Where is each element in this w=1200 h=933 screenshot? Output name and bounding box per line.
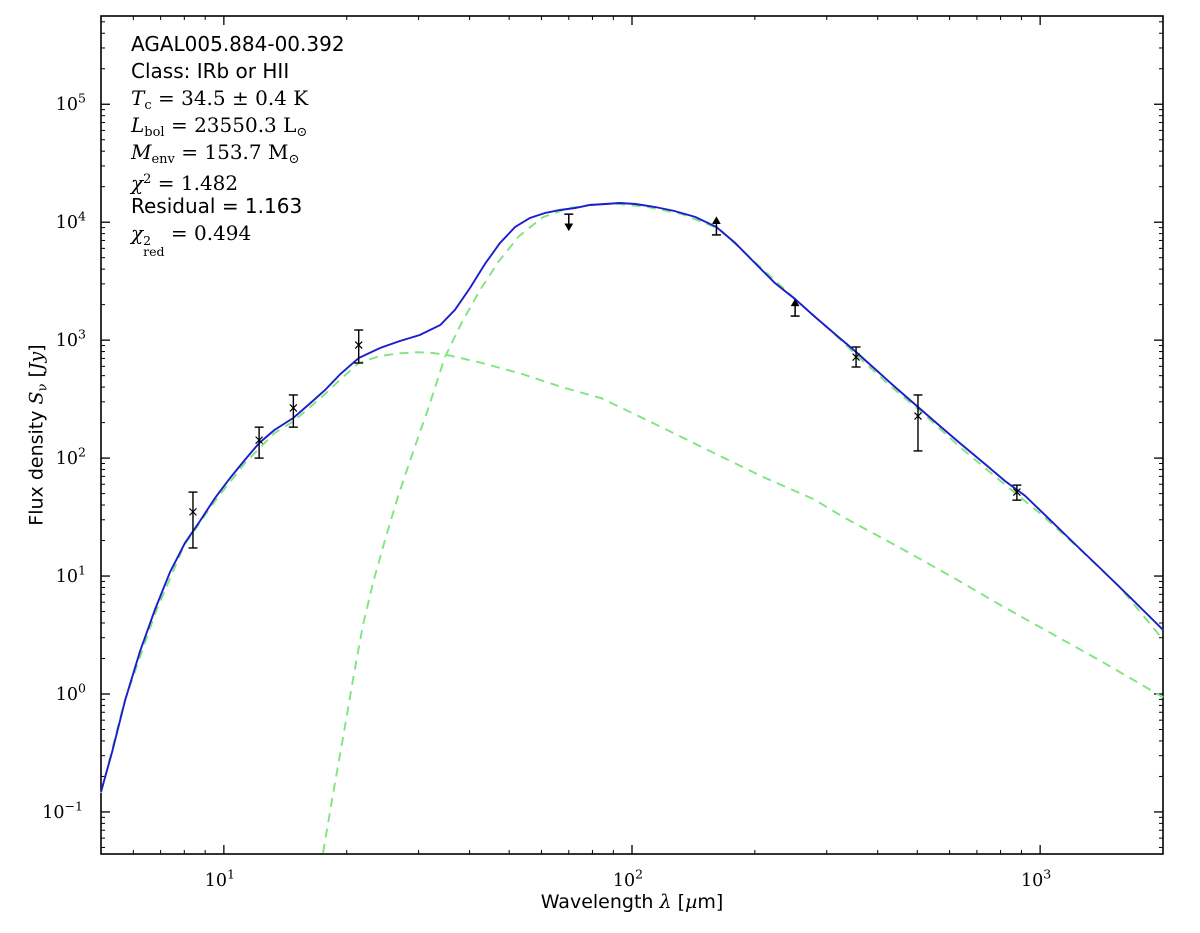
x-axis-label: Wavelength λ [µm] <box>101 891 1163 913</box>
cold-component-curve <box>322 202 1164 853</box>
text-token: Class: IRb or HII <box>131 59 290 83</box>
text-token: Flux density <box>25 404 48 526</box>
data-point <box>288 394 298 428</box>
svg-text:103: 103 <box>56 327 86 352</box>
data-point <box>851 346 861 368</box>
text-token: [ <box>671 891 685 913</box>
data-point <box>913 394 923 452</box>
model-curves <box>100 202 1164 853</box>
text-token: λ <box>659 891 672 913</box>
annotation-line: Residual = 1.163 <box>131 193 345 220</box>
axis-ticks <box>101 16 1163 854</box>
annotation-line: Tc = 34.5 ± 0.4 K <box>131 85 345 113</box>
warm-component-curve <box>100 351 1164 794</box>
annotation-line: Menv = 153.7 M⊙ <box>131 139 345 167</box>
data-point <box>354 329 364 364</box>
text-token: = 23550.3 L <box>164 113 297 137</box>
text-token: = 34.5 ± 0.4 K <box>151 86 309 110</box>
text-token: Residual = 1.163 <box>131 194 303 218</box>
text-token: = 1.482 <box>151 171 239 195</box>
text-token: χ <box>131 171 144 195</box>
svg-text:10−1: 10−1 <box>42 798 83 823</box>
data-point <box>254 426 264 459</box>
text-token: M <box>131 140 152 164</box>
text-token: c <box>144 98 152 113</box>
annotation-line: χ2 = 1.482 <box>131 166 345 195</box>
text-token: ⊙ <box>288 152 300 167</box>
text-token: ν <box>35 383 51 392</box>
tick-labels: 101 102 103 10−1 100 101 102 103 104 105 <box>42 91 1051 891</box>
text-token: m] <box>697 891 724 913</box>
svg-text:101: 101 <box>56 563 86 588</box>
annotation-line: AGAL005.884-00.392 <box>131 31 345 58</box>
annotation-line: Lbol = 23550.3 L⊙ <box>131 112 345 140</box>
text-token: L <box>131 113 145 137</box>
text-token: µ <box>684 891 698 913</box>
limit-arrows <box>564 213 800 317</box>
annotation-line: χ 2 red = 0.494 <box>131 220 345 258</box>
text-token: χ <box>131 221 144 245</box>
text-token: ] <box>25 344 48 352</box>
total-fit-curve <box>100 202 1164 793</box>
text-token: Jy <box>25 351 48 371</box>
svg-text:100: 100 <box>56 680 86 705</box>
text-token: Wavelength <box>540 891 660 913</box>
svg-text:102: 102 <box>56 445 86 470</box>
text-token: ⊙ <box>296 125 308 140</box>
text-token: [ <box>25 370 48 384</box>
y-axis-label: Flux density Sν [Jy] <box>26 344 51 525</box>
fit-parameters-annotation: AGAL005.884-00.392 Class: IRb or HII Tc = … <box>131 31 345 258</box>
upper-limit-arrow <box>564 213 574 232</box>
svg-text:101: 101 <box>205 867 235 892</box>
data-point <box>1012 484 1022 501</box>
lower-limit-arrow <box>711 216 721 236</box>
data-point <box>188 491 198 549</box>
text-token: S <box>25 391 48 405</box>
text-token: = 0.494 <box>164 221 252 245</box>
svg-text:103: 103 <box>1021 867 1051 892</box>
svg-text:105: 105 <box>56 91 86 116</box>
svg-text:102: 102 <box>613 867 643 892</box>
text-token: T <box>131 86 145 110</box>
text-token: env <box>151 152 175 167</box>
text-token: 2 <box>143 172 152 187</box>
text-token: bol <box>144 125 165 140</box>
svg-text:104: 104 <box>56 209 86 234</box>
annotation-line: Class: IRb or HII <box>131 58 345 85</box>
text-token: = 153.7 M <box>174 140 289 164</box>
data-points <box>188 329 1022 549</box>
lower-limit-arrow <box>790 298 800 317</box>
text-token: 2 red <box>143 233 165 259</box>
text-token: AGAL005.884-00.392 <box>131 32 345 56</box>
